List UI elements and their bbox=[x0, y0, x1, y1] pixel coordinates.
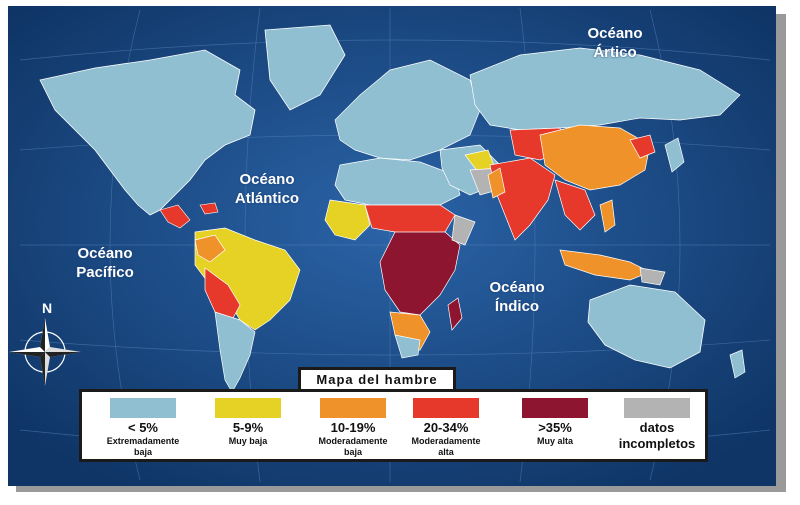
legend-swatch-very-high bbox=[522, 398, 588, 418]
japan bbox=[664, 137, 685, 173]
legend-title: Mapa del hambre bbox=[298, 367, 456, 391]
south-america-south bbox=[214, 311, 256, 393]
papua bbox=[639, 267, 666, 286]
legend-swatch-moderately-low bbox=[320, 398, 386, 418]
compass-rose bbox=[9, 318, 81, 386]
legend-desc-extremely-low: Extremadamente baja bbox=[106, 436, 180, 457]
legend-swatch-incomplete-data bbox=[624, 398, 690, 418]
venezuela-colombia bbox=[194, 234, 226, 263]
indonesia bbox=[559, 249, 651, 281]
greenland bbox=[264, 24, 346, 111]
legend-range-extremely-low: < 5% bbox=[128, 420, 158, 435]
philippines bbox=[599, 199, 616, 233]
legend-swatch-moderately-high bbox=[413, 398, 479, 418]
russia bbox=[469, 47, 741, 131]
legend-desc-very-high: Muy alta bbox=[536, 436, 573, 446]
pakistan bbox=[487, 167, 506, 199]
ocean-label-arctic: Océano Ártico bbox=[587, 25, 643, 61]
caribbean bbox=[199, 202, 219, 215]
mongolia-korea bbox=[629, 134, 656, 159]
north-america bbox=[39, 49, 256, 216]
china bbox=[539, 124, 651, 191]
legend-range-moderately-high: 20-34% bbox=[423, 420, 469, 435]
ocean-label-indian: Océano Índico bbox=[489, 279, 545, 315]
europe bbox=[334, 59, 481, 161]
legend-desc-incomplete-data: datos incompletos bbox=[618, 420, 696, 451]
central-america bbox=[159, 204, 191, 229]
ocean-label-atlantic: Océano Atlántico bbox=[234, 171, 300, 207]
new-zealand bbox=[729, 349, 746, 379]
compass-north-label: N bbox=[42, 300, 53, 316]
legend-range-very-high: >35% bbox=[538, 420, 572, 435]
legend-range-very-low: 5-9% bbox=[232, 420, 264, 435]
southeast-asia bbox=[554, 179, 596, 231]
legend-desc-moderately-low: Moderadamente baja bbox=[318, 436, 388, 457]
australia bbox=[587, 284, 706, 369]
legend-swatch-very-low bbox=[215, 398, 281, 418]
south-africa bbox=[394, 334, 421, 359]
legend: < 5% Extremadamente baja 5-9% Muy baja 1… bbox=[79, 389, 708, 462]
legend-swatch-extremely-low bbox=[110, 398, 176, 418]
legend-desc-very-low: Muy baja bbox=[228, 436, 268, 446]
legend-range-moderately-low: 10-19% bbox=[330, 420, 376, 435]
ocean-label-pacific: Océano Pacífico bbox=[76, 245, 134, 281]
india bbox=[489, 157, 556, 241]
madagascar bbox=[447, 297, 463, 331]
legend-desc-moderately-high: Moderadamente alta bbox=[411, 436, 481, 457]
horn-of-africa bbox=[451, 214, 476, 246]
